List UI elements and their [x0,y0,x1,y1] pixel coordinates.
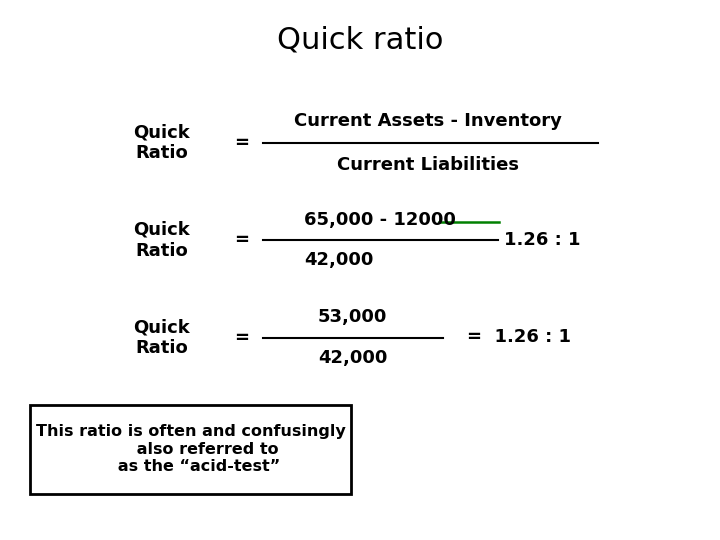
Text: =: = [234,231,248,249]
Text: 53,000: 53,000 [318,308,387,326]
Text: =  1.26 : 1: = 1.26 : 1 [467,328,570,347]
Text: Quick
Ratio: Quick Ratio [134,124,190,163]
FancyBboxPatch shape [30,405,351,494]
Text: Current Assets - Inventory: Current Assets - Inventory [294,112,562,131]
Text: 65,000 - 12000: 65,000 - 12000 [305,211,456,230]
Text: This ratio is often and confusingly
      also referred to
   as the “acid-test”: This ratio is often and confusingly also… [36,424,346,474]
Text: =: = [234,328,248,347]
Text: Quick ratio: Quick ratio [276,26,444,55]
Text: 42,000: 42,000 [318,349,387,367]
Text: 1.26 : 1: 1.26 : 1 [504,231,580,249]
Text: 42,000: 42,000 [304,251,373,269]
Text: Current Liabilities: Current Liabilities [338,156,519,174]
Text: =: = [234,134,248,152]
Text: Quick
Ratio: Quick Ratio [134,318,190,357]
Text: Quick
Ratio: Quick Ratio [134,221,190,260]
